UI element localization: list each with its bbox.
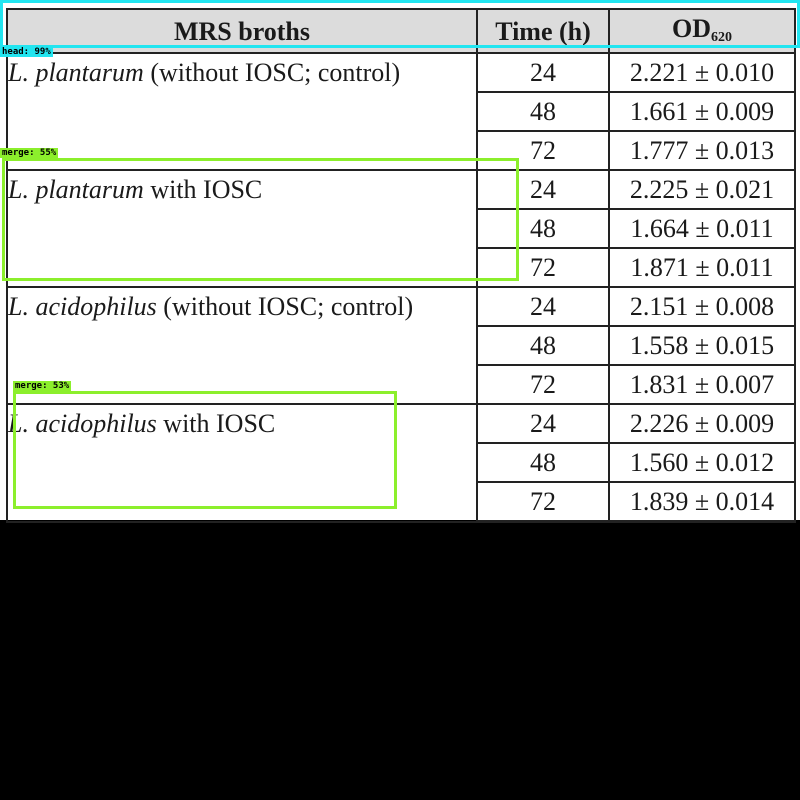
table-row: 48 1.558 ± 0.015	[7, 325, 796, 366]
time-cell: 72	[476, 130, 610, 171]
od-cell: 1.777 ± 0.013	[608, 130, 796, 171]
species-name: L. plantarum	[8, 58, 144, 87]
broth-cell-plantarum-control: L. plantarum (without IOSC; control)	[6, 52, 478, 171]
table-header-row: MRS broths Time (h) OD620	[6, 8, 796, 54]
broth-cell-acidophilus-iosc: L. acidophilus with IOSC	[6, 403, 478, 523]
od-cell: 1.558 ± 0.015	[608, 325, 796, 366]
table-row: 72 1.839 ± 0.014	[7, 481, 796, 523]
time-cell: 48	[476, 325, 610, 366]
time-cell: 72	[476, 247, 610, 288]
header-mrs-broths: MRS broths	[6, 8, 478, 54]
header-od-subscript: 620	[711, 30, 732, 45]
time-cell: 48	[476, 91, 610, 132]
head-detection-label: head: 99%	[0, 47, 53, 57]
time-cell: 24	[476, 169, 610, 210]
merge-detection-label: merge: 55%	[0, 148, 59, 158]
table-row: 48 1.664 ± 0.011	[7, 208, 796, 249]
od-cell: 2.151 ± 0.008	[608, 286, 796, 327]
table-row: 72 1.777 ± 0.013	[7, 130, 796, 171]
header-od: OD620	[608, 8, 796, 54]
species-name: L. plantarum	[8, 175, 144, 204]
header-time: Time (h)	[476, 8, 610, 54]
table-row: L. plantarum (without IOSC; control) 24 …	[6, 52, 796, 171]
od-results-table: MRS broths Time (h) OD620 L. plantarum (…	[6, 8, 796, 523]
time-cell: 48	[476, 442, 610, 483]
merge-detection-label: merge: 53%	[13, 381, 72, 391]
od-cell: 1.831 ± 0.007	[608, 364, 796, 405]
species-name: L. acidophilus	[8, 409, 157, 438]
species-name: L. acidophilus	[8, 292, 157, 321]
broth-cell-plantarum-iosc: L. plantarum with IOSC	[6, 169, 478, 288]
header-od-main: OD	[672, 14, 711, 43]
od-cell: 2.225 ± 0.021	[608, 169, 796, 210]
od-cell: 2.221 ± 0.010	[608, 52, 796, 93]
time-cell: 24	[476, 286, 610, 327]
time-cell: 72	[476, 364, 610, 405]
document-page: MRS broths Time (h) OD620 L. plantarum (…	[0, 0, 800, 523]
od-cell: 1.664 ± 0.011	[608, 208, 796, 249]
condition-text: (without IOSC; control)	[156, 292, 414, 321]
time-cell: 72	[476, 481, 610, 523]
condition-text: with IOSC	[156, 409, 276, 438]
table-row: 72 1.871 ± 0.011	[7, 247, 796, 288]
od-cell: 1.560 ± 0.012	[608, 442, 796, 483]
condition-text: with IOSC	[143, 175, 263, 204]
time-cell: 24	[476, 403, 610, 444]
od-cell: 1.839 ± 0.014	[608, 481, 796, 523]
od-cell: 2.226 ± 0.009	[608, 403, 796, 444]
table-row: 72 1.831 ± 0.007	[7, 364, 796, 405]
broth-cell-acidophilus-control: L. acidophilus (without IOSC; control)	[6, 286, 478, 405]
table-row: L. acidophilus with IOSC 24 2.226 ± 0.00…	[6, 403, 796, 523]
table-row: 48 1.560 ± 0.012	[7, 442, 796, 483]
table-row: L. acidophilus (without IOSC; control) 2…	[6, 286, 796, 405]
table-row: 48 1.661 ± 0.009	[7, 91, 796, 132]
od-cell: 1.871 ± 0.011	[608, 247, 796, 288]
condition-text: (without IOSC; control)	[143, 58, 401, 87]
table-row: L. plantarum with IOSC 24 2.225 ± 0.021	[6, 169, 796, 288]
od-cell: 1.661 ± 0.009	[608, 91, 796, 132]
time-cell: 48	[476, 208, 610, 249]
time-cell: 24	[476, 52, 610, 93]
